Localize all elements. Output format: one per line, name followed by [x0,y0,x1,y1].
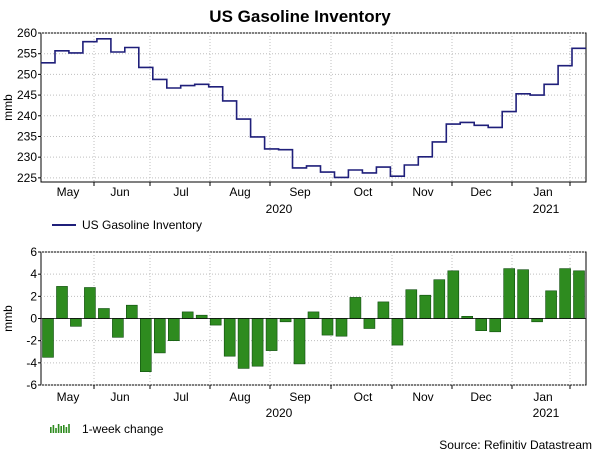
bar [322,319,333,336]
y-tick-label: 245 [17,88,37,102]
x-tick-label: Jan [533,390,552,404]
legend-swatch-bar [63,425,65,433]
bar [560,269,571,319]
bar [140,319,151,372]
plot-frame-top [41,33,586,182]
bar [112,319,123,338]
y-tick-label: -6 [26,378,37,392]
bar [224,319,235,357]
bar [532,319,543,322]
x-tick-label: Nov [412,390,433,404]
x-tick-label: Sep [289,185,311,199]
x-tick-label: May [57,185,80,199]
legend-label: 1-week change [82,422,164,436]
legend-swatch-bar [55,428,57,433]
bar [420,295,431,318]
y-tick-label: 225 [17,171,37,185]
x-tick-label: Aug [229,390,250,404]
bar [518,270,529,319]
y-tick-label: 0 [30,312,37,326]
y-tick-label: 4 [30,267,37,281]
x-tick-label: Sep [289,390,311,404]
bar [154,319,165,353]
bar [98,309,109,319]
x-tick-label: Oct [354,390,373,404]
bar [252,319,263,367]
x-tick-label: Dec [470,185,491,199]
bar [364,319,375,329]
y-tick-label: -4 [26,356,37,370]
x-tick-label: Dec [470,390,491,404]
year-label: 2020 [266,406,293,420]
bar [350,297,361,318]
source-note: Source: Refinitiv Datastream [439,438,592,452]
legend-swatch-bar [66,427,68,433]
bar [210,319,221,326]
bar [434,280,445,319]
legend-swatch-bar [50,427,52,433]
x-tick-label: Nov [412,185,433,199]
bar [57,286,68,318]
bar [490,319,501,332]
bar [504,269,515,319]
y-tick-label: 235 [17,129,37,143]
year-label: 2021 [533,406,560,420]
bar [126,305,137,318]
bar [574,271,585,319]
bar [70,319,81,327]
bar [406,290,417,319]
x-tick-label: Jun [110,185,129,199]
legend-swatch-bar [68,424,70,433]
legend-swatch-bar [60,426,62,433]
x-tick-label: Jul [173,390,188,404]
bar [476,319,487,331]
y-axis-label: mmb [1,94,15,121]
y-tick-label: -2 [26,334,37,348]
legend-label: US Gasoline Inventory [82,218,202,232]
x-tick-label: May [57,390,80,404]
bar [182,312,193,319]
y-axis-label: mmb [1,305,15,332]
legend-swatch-bar [58,424,60,433]
y-tick-label: 250 [17,67,37,81]
bar [448,271,459,319]
bar [546,291,557,319]
y-tick-label: 240 [17,109,37,123]
bar [378,302,389,319]
legend-swatch-bar [53,425,55,433]
bar [43,319,54,358]
bar [84,288,95,319]
x-tick-label: Jul [173,185,188,199]
y-tick-label: 2 [30,289,37,303]
bar [294,319,305,364]
bar [392,319,403,346]
bar [168,319,179,341]
bar [196,315,207,318]
x-tick-label: Oct [354,185,373,199]
bar [238,319,249,369]
bar [336,319,347,337]
y-tick-label: 255 [17,47,37,61]
y-tick-label: 6 [30,245,37,259]
chart-title: US Gasoline Inventory [209,7,391,26]
y-tick-label: 230 [17,150,37,164]
bar [280,319,291,322]
year-label: 2020 [266,202,293,216]
x-tick-label: Aug [229,185,250,199]
x-tick-label: Jan [533,185,552,199]
y-tick-label: 260 [17,26,37,40]
bar [308,312,319,319]
bar [266,319,277,351]
x-tick-label: Jun [110,390,129,404]
year-label: 2021 [533,202,560,216]
